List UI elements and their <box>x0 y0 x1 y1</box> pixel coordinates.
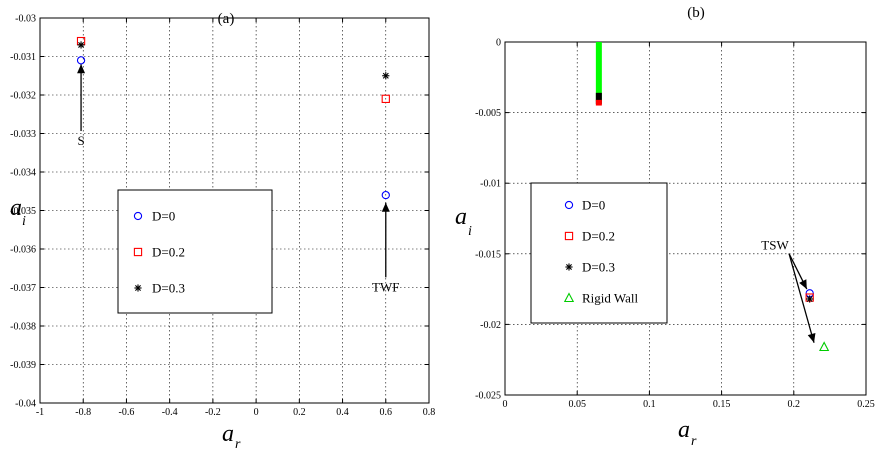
chart-a-point-star <box>382 72 390 80</box>
chart-a-x-tick-label: -1 <box>36 407 44 418</box>
chart-b-legend-marker <box>565 263 573 271</box>
chart-a-y-tick-label: -0.039 <box>10 360 36 371</box>
chart-a-x-tick-label: 0.8 <box>423 407 436 418</box>
chart-b-y-tick-label: -0.005 <box>475 108 501 119</box>
chart-a-x-axis-label-main: a <box>222 421 234 447</box>
chart-a: (a) -1 -0.8 -0.6 -0.4 -0.2 0 0.2 0.4 0.6 0.8 -0.0… <box>10 11 435 450</box>
chart-a-data-points <box>76 36 390 200</box>
chart-b-continuum-band <box>595 42 602 102</box>
chart-b-x-ticks: 0 0.05 0.1 0.15 0.2 0.25 <box>503 42 875 410</box>
chart-b-point-star <box>806 295 814 303</box>
chart-a-y-tick-label: -0.03 <box>15 14 36 25</box>
chart-a-y-ticks: -0.04 -0.039 -0.038 -0.037 -0.036 -0.035 -0.03… <box>10 14 429 410</box>
chart-b-x-axis-label-main: a <box>678 417 690 443</box>
chart-a-y-axis-label-main: a <box>10 195 22 221</box>
chart-b-annotation-label: TSW <box>761 238 789 253</box>
chart-a-legend-marker <box>133 247 143 257</box>
chart-b-x-axis-label-sub: r <box>691 434 697 449</box>
chart-a-y-axis-label: a i <box>10 195 26 229</box>
chart-b-y-tick-label: -0.015 <box>475 249 501 260</box>
chart-a-y-tick-label: -0.038 <box>10 322 36 333</box>
chart-a-x-tick-label: -0.6 <box>119 407 135 418</box>
chart-b-continuous-spectrum <box>595 42 602 106</box>
chart-a-y-tick-label: -0.037 <box>10 283 36 294</box>
chart-b-title: (b) <box>687 5 705 21</box>
chart-b-legend-box <box>530 182 668 324</box>
chart-a-legend-marker <box>134 284 142 292</box>
chart-b-y-tick-label: -0.025 <box>475 391 501 402</box>
chart-b-continuum-band <box>595 92 602 105</box>
chart-a-x-tick-label: -0.8 <box>75 407 91 418</box>
chart-a-annotation-arrow <box>381 202 390 278</box>
chart-b-x-tick-label: 0.1 <box>643 399 656 410</box>
chart-b-legend-marker <box>564 231 574 241</box>
chart-b-x-tick-label: 0.15 <box>713 399 731 410</box>
chart-a-x-tick-label: 0 <box>254 407 259 418</box>
chart-a-point-square <box>381 94 390 103</box>
chart-a-annotations: S TWF <box>77 64 400 294</box>
chart-b-legend-label: Rigid Wall <box>582 291 639 306</box>
chart-a-point-circle <box>381 190 390 200</box>
chart-b-y-tick-label: -0.01 <box>480 179 501 190</box>
chart-b-legend-label: D=0.3 <box>582 260 615 275</box>
chart-b-x-tick-label: 0.2 <box>788 399 801 410</box>
chart-a-y-tick-label: -0.032 <box>10 91 36 102</box>
chart-b-x-axis-label: a r <box>678 417 697 449</box>
chart-a-x-tick-label: -0.2 <box>205 407 221 418</box>
chart-b-y-ticks: -0.025 -0.02 -0.015 -0.01 -0.005 0 <box>475 38 866 402</box>
chart-a-annotation-label: TWF <box>372 279 399 294</box>
chart-b-y-axis-label: a i <box>455 204 472 239</box>
chart-a-x-axis-label-sub: r <box>235 437 241 450</box>
chart-a-y-tick-label: -0.035 <box>10 206 36 217</box>
chart-a-x-ticks: -1 -0.8 -0.6 -0.4 -0.2 0 0.2 0.4 0.6 0.8 <box>36 18 435 418</box>
chart-b-legend-label: D=0.2 <box>582 229 615 244</box>
chart-b-plot-frame <box>504 41 867 396</box>
chart-a-title: (a) <box>218 11 235 27</box>
chart-b-y-axis-label-sub: i <box>468 224 472 239</box>
chart-b-y-tick-label: -0.02 <box>480 320 501 331</box>
chart-a-y-tick-label: -0.04 <box>15 399 36 410</box>
chart-a-x-axis-label: a r <box>222 421 241 450</box>
chart-a-legend-label: D=0.3 <box>152 281 185 296</box>
chart-b-x-tick-label: 0.05 <box>568 399 586 410</box>
chart-a-legend-label: D=0 <box>152 209 175 224</box>
chart-b-legend-marker <box>564 200 574 210</box>
chart-a-legend: D=0 D=0.2 D=0.3 <box>117 189 273 314</box>
chart-b-legend-marker <box>563 292 575 303</box>
chart-b-x-tick-label: 0 <box>503 399 508 410</box>
chart-a-y-tick-label: -0.034 <box>10 168 36 179</box>
chart-a-y-tick-label: -0.036 <box>10 245 36 256</box>
chart-a-point-star <box>77 41 85 49</box>
chart-b-annotation-arrow <box>788 253 816 343</box>
chart-b-legend: D=0 D=0.2 D=0.3 Rigid Wall <box>530 182 668 324</box>
chart-a-x-tick-label: 0.2 <box>293 407 306 418</box>
chart-a-x-tick-label: 0.4 <box>336 407 349 418</box>
chart-b-legend-label: D=0 <box>582 198 605 213</box>
chart-a-point-circle <box>76 56 86 65</box>
chart-a-x-tick-label: -0.4 <box>162 407 178 418</box>
chart-b: (b) 0 0.05 0.1 0.15 0.2 0.25 -0.025 -0.02 -0.01… <box>455 5 875 449</box>
chart-a-y-tick-label: -0.033 <box>10 129 36 140</box>
chart-a-legend-marker <box>133 211 143 221</box>
chart-b-y-axis-label-main: a <box>455 204 467 230</box>
chart-b-continuum-band <box>595 99 602 106</box>
chart-a-x-tick-label: 0.6 <box>380 407 393 418</box>
chart-a-annotation-label: S <box>77 133 84 148</box>
chart-b-x-tick-label: 0.25 <box>857 399 875 410</box>
chart-b-data-points <box>805 289 830 352</box>
chart-a-annotation-arrow <box>77 64 86 132</box>
chart-a-legend-box <box>117 189 273 314</box>
chart-a-legend-label: D=0.2 <box>152 245 185 260</box>
chart-a-y-tick-label: -0.031 <box>10 52 36 63</box>
chart-b-point-triangle <box>819 341 830 352</box>
chart-b-y-tick-label: 0 <box>496 38 501 49</box>
chart-b-annotations: TSW <box>761 238 816 343</box>
chart-b-annotation-arrow <box>788 253 808 290</box>
chart-a-y-axis-label-sub: i <box>22 214 26 229</box>
